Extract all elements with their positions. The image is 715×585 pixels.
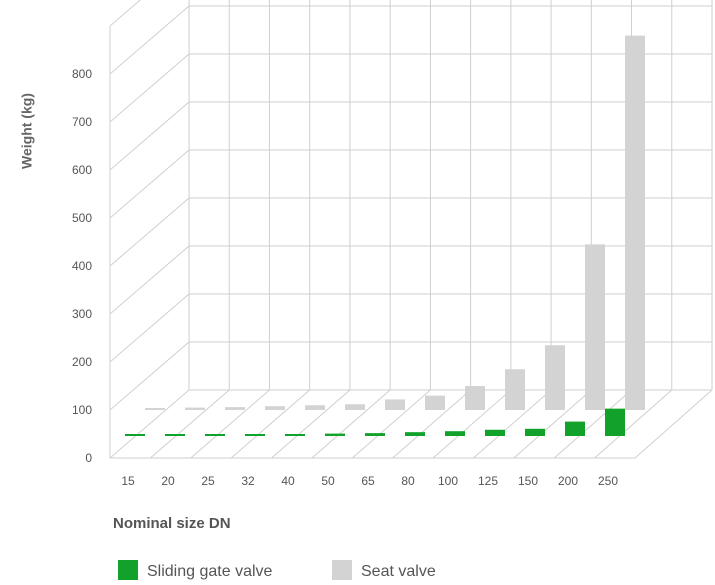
left-wall-gridline bbox=[109, 5, 190, 75]
floor-gridline bbox=[230, 389, 311, 459]
bar-seat-valve bbox=[345, 404, 365, 410]
bar-seat-valve bbox=[545, 345, 565, 410]
y-tick-label: 800 bbox=[72, 67, 92, 81]
x-tick-label: 80 bbox=[401, 474, 415, 488]
y-tick-label: 200 bbox=[72, 355, 92, 369]
bars bbox=[125, 35, 645, 436]
left-wall-gridline bbox=[109, 101, 190, 171]
bar-seat-valve bbox=[145, 408, 165, 410]
bar-sliding-gate-valve bbox=[285, 434, 305, 436]
x-tick-label: 20 bbox=[161, 474, 175, 488]
grid bbox=[109, 0, 713, 459]
left-wall-top-edge bbox=[109, 0, 141, 27]
bar-seat-valve bbox=[385, 399, 405, 410]
floor-gridline bbox=[271, 389, 351, 459]
x-tick-label: 25 bbox=[201, 474, 215, 488]
floor-gridline bbox=[513, 389, 592, 459]
left-wall-gridline bbox=[109, 293, 190, 363]
bar-seat-valve bbox=[185, 407, 205, 410]
x-tick-label: 40 bbox=[281, 474, 295, 488]
floor-gridline bbox=[190, 389, 270, 459]
left-wall-gridline bbox=[109, 149, 190, 219]
legend-swatch-seat-valve bbox=[332, 560, 352, 580]
bar-sliding-gate-valve bbox=[125, 434, 145, 436]
bar-sliding-gate-valve bbox=[565, 421, 585, 436]
bar-seat-valve bbox=[225, 407, 245, 410]
y-tick-label: 300 bbox=[72, 307, 92, 321]
y-tick-label: 0 bbox=[85, 451, 92, 465]
x-tick-label: 15 bbox=[121, 474, 135, 488]
bar-sliding-gate-valve bbox=[365, 433, 385, 436]
floor-gridline bbox=[351, 389, 431, 459]
y-tick-label: 100 bbox=[72, 403, 92, 417]
bar-sliding-gate-valve bbox=[445, 431, 465, 436]
bar-seat-valve bbox=[305, 405, 325, 410]
bar-sliding-gate-valve bbox=[325, 433, 345, 436]
bar-seat-valve bbox=[585, 244, 605, 410]
x-tick-label: 150 bbox=[518, 474, 538, 488]
left-wall-gridline bbox=[109, 389, 190, 459]
left-wall-gridline bbox=[109, 341, 190, 411]
left-wall-gridline bbox=[109, 245, 190, 315]
y-tick-label: 600 bbox=[72, 163, 92, 177]
bar-seat-valve bbox=[425, 395, 445, 410]
y-axis-label: Weight (kg) bbox=[19, 93, 35, 169]
x-tick-label: 32 bbox=[241, 474, 255, 488]
bar-sliding-gate-valve bbox=[485, 429, 505, 436]
legend: Sliding gate valve Seat valve bbox=[118, 560, 436, 580]
y-tick-label: 700 bbox=[72, 115, 92, 129]
floor-gridline bbox=[150, 389, 230, 459]
legend-label-sliding-gate-valve: Sliding gate valve bbox=[147, 563, 273, 580]
bar-sliding-gate-valve bbox=[605, 408, 625, 436]
bar-sliding-gate-valve bbox=[165, 434, 185, 436]
legend-swatch-sliding-gate-valve bbox=[118, 560, 138, 580]
floor-gridline bbox=[594, 389, 673, 459]
y-tick-label: 400 bbox=[72, 259, 92, 273]
floor-gridline bbox=[311, 389, 391, 459]
floor-gridline bbox=[553, 389, 632, 459]
floor-gridline bbox=[392, 389, 471, 459]
bar-seat-valve bbox=[625, 35, 645, 410]
floor-right-edge bbox=[634, 389, 713, 459]
x-tick-label: 50 bbox=[321, 474, 335, 488]
bar-sliding-gate-valve bbox=[525, 428, 545, 436]
y-tick-label: 500 bbox=[72, 211, 92, 225]
left-wall-gridline bbox=[109, 53, 190, 123]
x-tick-label: 100 bbox=[438, 474, 458, 488]
x-tick-label: 65 bbox=[361, 474, 375, 488]
bar-seat-valve bbox=[265, 406, 285, 410]
bar-seat-valve bbox=[465, 386, 485, 410]
bar-sliding-gate-valve bbox=[205, 434, 225, 436]
tick-labels: 0 100 200 300 400 500 600 700 800 15 20 25 32 40 50 65 8… bbox=[72, 67, 618, 488]
bar-seat-valve bbox=[505, 369, 525, 410]
x-tick-label: 200 bbox=[558, 474, 578, 488]
floor-gridline bbox=[473, 389, 552, 459]
legend-label-seat-valve: Seat valve bbox=[361, 563, 436, 580]
left-wall-gridline bbox=[109, 197, 190, 267]
bar-sliding-gate-valve bbox=[405, 432, 425, 436]
floor-gridline bbox=[432, 389, 512, 459]
x-axis-label: Nominal size DN bbox=[113, 515, 231, 532]
x-tick-label: 250 bbox=[598, 474, 618, 488]
x-tick-label: 125 bbox=[478, 474, 498, 488]
bar-sliding-gate-valve bbox=[245, 434, 265, 436]
